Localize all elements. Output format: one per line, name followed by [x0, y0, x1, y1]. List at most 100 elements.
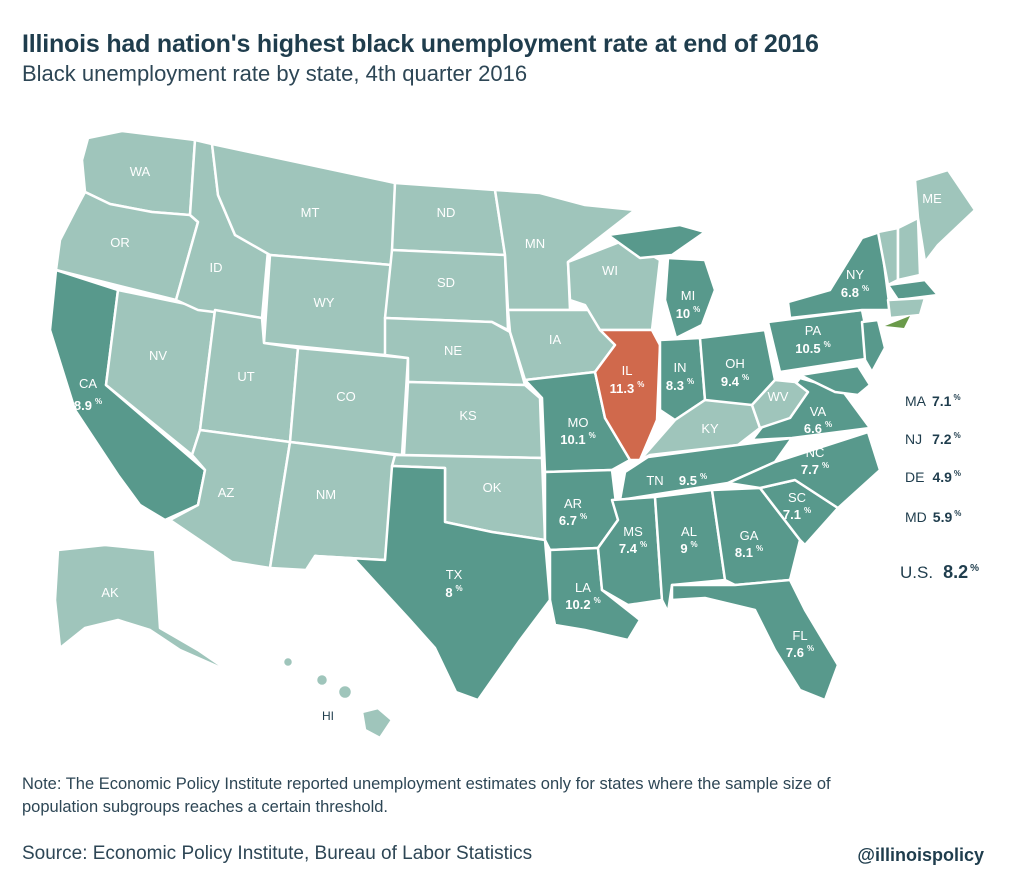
- label-ks: KS: [459, 408, 477, 423]
- value-la: 10.2%: [565, 596, 600, 612]
- value-ga-pct: %: [756, 544, 763, 553]
- value-in-num: 8.3: [666, 378, 684, 393]
- side-value-de: 4.9: [932, 469, 952, 485]
- label-nm: NM: [316, 487, 336, 502]
- label-il: IL: [622, 363, 633, 378]
- label-az: AZ: [218, 485, 235, 500]
- value-ca-num: 8.9: [74, 398, 92, 413]
- label-nd: ND: [437, 205, 456, 220]
- value-ar-num: 6.7: [559, 513, 577, 528]
- value-sc-pct: %: [804, 506, 811, 515]
- state-mi: [663, 256, 717, 340]
- label-id: ID: [210, 260, 223, 275]
- state-nc: [726, 430, 882, 510]
- value-tn: 9.5%: [679, 472, 707, 488]
- value-va-pct: %: [825, 420, 832, 429]
- label-al: AL: [681, 524, 697, 539]
- label-ne: NE: [444, 343, 462, 358]
- state-ma: [886, 278, 940, 302]
- label-ga: GA: [740, 528, 759, 543]
- label-oh: OH: [725, 356, 745, 371]
- side-label-md: MD: [905, 509, 927, 525]
- state-ct-ri: [886, 296, 927, 320]
- value-tn-pct: %: [700, 472, 707, 481]
- value-nc: 7.7%: [801, 461, 829, 477]
- value-mo-pct: %: [589, 431, 596, 440]
- value-ar: 6.7%: [559, 512, 587, 528]
- side-label-nj: NJ: [905, 431, 922, 447]
- value-oh: 9.4%: [721, 373, 749, 389]
- label-ny: NY: [846, 267, 864, 282]
- value-in: 8.3%: [666, 377, 694, 393]
- state-fl: [670, 578, 840, 702]
- side-label-ma: MA: [905, 393, 927, 409]
- footnote: Note: The Economic Policy Institute repo…: [22, 775, 831, 816]
- value-la-pct: %: [594, 596, 601, 605]
- label-ok: OK: [483, 480, 502, 495]
- side-pct-de: %: [954, 469, 961, 478]
- hi-island-1: [281, 655, 295, 669]
- value-ny: 6.8%: [841, 284, 869, 300]
- national-value: 8.2: [943, 562, 968, 582]
- label-co: CO: [336, 389, 356, 404]
- value-ny-pct: %: [862, 284, 869, 293]
- side-pct-md: %: [954, 509, 961, 518]
- side-pct-ma: %: [953, 393, 960, 402]
- label-mt: MT: [301, 205, 320, 220]
- state-nj: [860, 318, 887, 374]
- label-la: LA: [575, 580, 591, 595]
- state-me: [913, 168, 977, 264]
- value-ms: 7.4%: [619, 540, 647, 556]
- national-row: U.S. 8.2%: [900, 562, 979, 582]
- state-nm: [268, 440, 397, 572]
- social-handle: @illinoispolicy: [857, 845, 984, 865]
- label-va: VA: [810, 404, 827, 419]
- value-ms-pct: %: [640, 540, 647, 549]
- value-in-pct: %: [687, 377, 694, 386]
- value-al-num: 9: [680, 541, 687, 556]
- value-nc-pct: %: [822, 461, 829, 470]
- label-wi: WI: [602, 263, 618, 278]
- value-ga: 8.1%: [735, 544, 763, 560]
- value-fl: 7.6%: [786, 644, 814, 660]
- value-ca-pct: %: [95, 397, 102, 406]
- value-mi-num: 10: [676, 306, 690, 321]
- hi-island-3: [336, 683, 354, 701]
- state-wv: [750, 378, 810, 430]
- value-mi: 10%: [676, 305, 701, 321]
- side-row-ma: MA 7.1%: [905, 393, 961, 409]
- side-pct-nj: %: [954, 431, 961, 440]
- value-oh-pct: %: [742, 373, 749, 382]
- value-va-num: 6.6: [804, 421, 822, 436]
- state-de-md: [798, 364, 872, 397]
- label-fl: FL: [792, 628, 807, 643]
- label-nv: NV: [149, 348, 167, 363]
- label-hi: HI: [322, 709, 334, 723]
- source-line: Source: Economic Policy Institute, Burea…: [22, 843, 533, 864]
- state-nh: [896, 216, 922, 282]
- value-tx: 8%: [445, 584, 462, 600]
- state-ny: [786, 230, 892, 320]
- side-row-nj: NJ 7.2%: [905, 431, 961, 447]
- label-nc: NC: [806, 445, 825, 460]
- label-or: OR: [110, 235, 130, 250]
- side-value-md: 5.9: [933, 509, 953, 525]
- label-mn: MN: [525, 236, 545, 251]
- value-ms-num: 7.4: [619, 541, 638, 556]
- value-al-pct: %: [691, 540, 698, 549]
- label-pa: PA: [805, 323, 822, 338]
- state-il: [593, 328, 662, 462]
- label-mo: MO: [568, 415, 589, 430]
- value-al: 9%: [680, 540, 697, 556]
- value-tn-num: 9.5: [679, 473, 697, 488]
- label-ia: IA: [549, 332, 562, 347]
- value-mo: 10.1%: [560, 431, 595, 447]
- value-oh-num: 9.4: [721, 374, 740, 389]
- chart-title: Illinois had nation's highest black unem…: [22, 30, 819, 58]
- side-value-nj: 7.2: [932, 431, 952, 447]
- value-fl-pct: %: [807, 644, 814, 653]
- value-ca: 8.9%: [74, 397, 102, 413]
- label-sd: SD: [437, 275, 455, 290]
- value-ar-pct: %: [580, 512, 587, 521]
